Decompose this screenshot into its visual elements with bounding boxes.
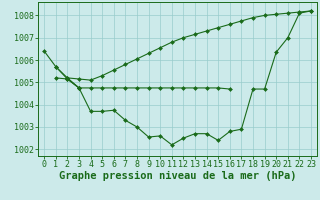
X-axis label: Graphe pression niveau de la mer (hPa): Graphe pression niveau de la mer (hPa) bbox=[59, 171, 296, 181]
